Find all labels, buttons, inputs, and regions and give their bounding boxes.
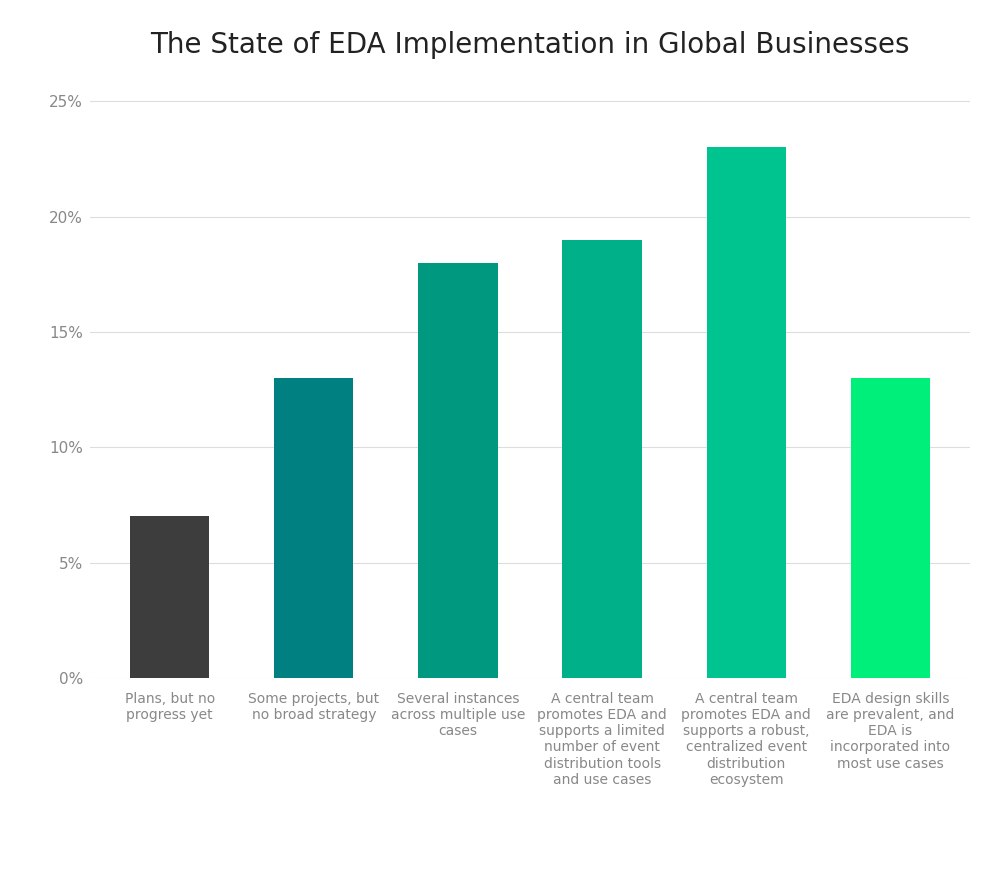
Bar — [130, 516, 209, 678]
Bar — [562, 240, 642, 678]
Title: The State of EDA Implementation in Global Businesses: The State of EDA Implementation in Globa… — [150, 31, 910, 59]
Bar — [418, 262, 498, 678]
Bar — [274, 378, 353, 678]
Bar — [851, 378, 930, 678]
Bar — [707, 148, 786, 678]
